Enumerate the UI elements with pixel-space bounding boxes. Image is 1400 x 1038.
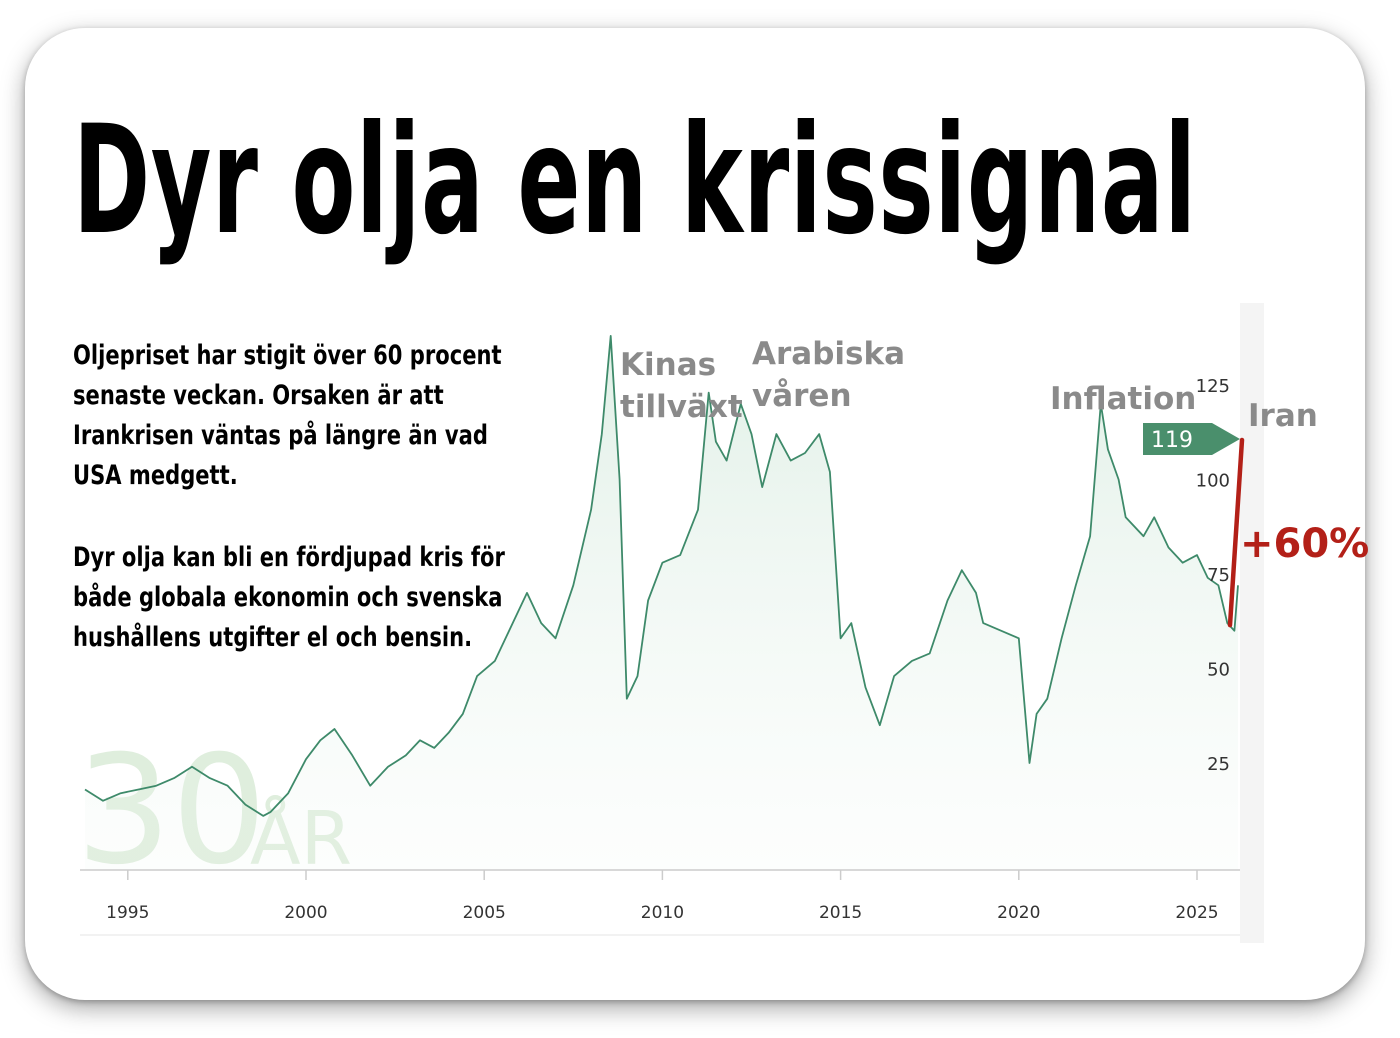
- annotation-line: Arabiska: [752, 336, 905, 372]
- x-tick-label: 2000: [284, 903, 327, 923]
- y-tick-label: 50: [1207, 660, 1230, 681]
- plot-area: [84, 303, 1264, 943]
- axes: 1995 2000 2005 2010 2015 2020 2025 25 50 75 100 125: [80, 376, 1240, 936]
- annotation-label: Arabiska våren: [752, 336, 905, 414]
- series-line: [84, 335, 1239, 817]
- y-tick-label: 25: [1207, 754, 1230, 775]
- annotation-line: Inflation: [1050, 381, 1196, 417]
- x-tick-label: 2005: [463, 903, 506, 923]
- y-tick-label: 75: [1207, 565, 1230, 586]
- series-area: [85, 335, 1238, 870]
- x-tick-label: 2015: [819, 903, 862, 923]
- y-tick-label: 125: [1196, 376, 1230, 397]
- y-axis-strip: [1240, 303, 1264, 943]
- increase-label: +60%: [1240, 521, 1369, 567]
- annotation-label: Iran: [1248, 398, 1318, 434]
- current-value-label: 119: [1151, 428, 1193, 453]
- annotation-label: Kinas tillväxt: [620, 347, 743, 425]
- x-tick-label: 2025: [1175, 903, 1218, 923]
- annotation-line: Kinas: [620, 347, 716, 383]
- intro-paragraph-2: Dyr olja kan bli en fördjupad kris för b…: [73, 542, 505, 653]
- annotation-label: Inflation: [1050, 381, 1196, 417]
- annotation-line: tillväxt: [620, 389, 743, 425]
- annotation-line: våren: [752, 378, 852, 414]
- y-tick-label: 100: [1196, 471, 1230, 492]
- intro-paragraph-1: Oljepriset har stigit över 60 procent se…: [73, 340, 502, 491]
- page-title: Dyr olja en krissignal: [73, 94, 1197, 268]
- increase-line: [1227, 437, 1245, 628]
- x-tick-label: 1995: [106, 903, 149, 923]
- intro-text: Oljepriset har stigit över 60 procent se…: [73, 336, 510, 700]
- current-value-badge: [1143, 423, 1240, 455]
- annotation-line: Iran: [1248, 398, 1318, 434]
- x-tick-label: 2010: [641, 903, 684, 923]
- x-tick-label: 2020: [997, 903, 1040, 923]
